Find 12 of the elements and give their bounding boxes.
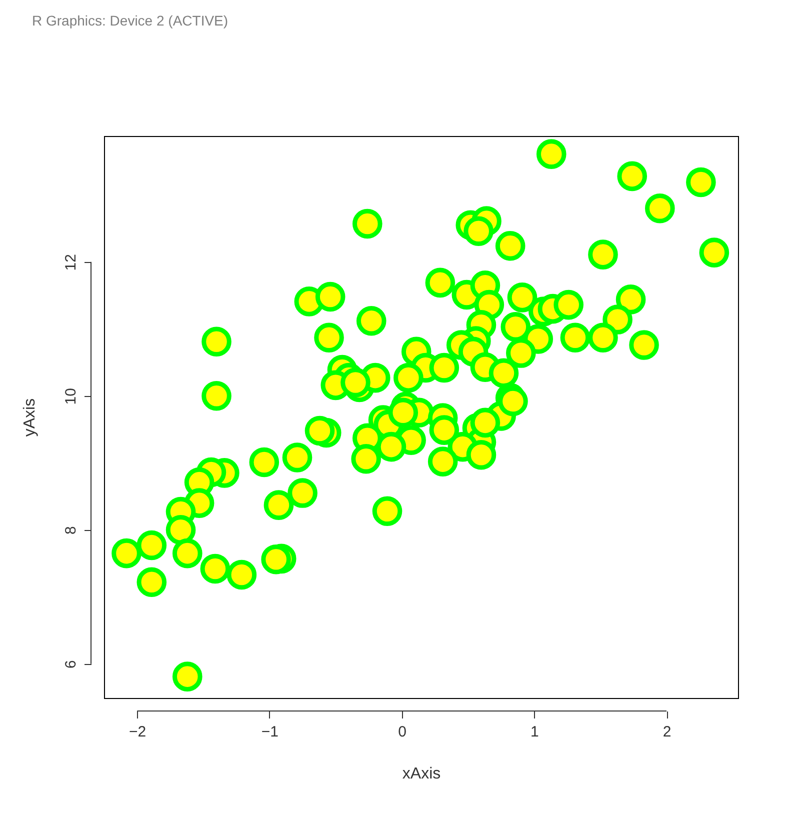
x-tick-label: 2 bbox=[662, 724, 672, 740]
x-tick-label: 0 bbox=[398, 724, 406, 740]
x-tick-label: −2 bbox=[129, 724, 146, 740]
x-tick-label: 1 bbox=[530, 724, 539, 740]
x-tick-label: −1 bbox=[261, 724, 279, 740]
y-tick-label: 12 bbox=[62, 254, 80, 271]
y-tick-label: 6 bbox=[62, 660, 80, 669]
y-tick-label: 10 bbox=[62, 388, 80, 405]
x-axis-title: xAxis bbox=[402, 766, 441, 782]
y-axis-title: yAxis bbox=[22, 398, 38, 437]
y-tick-label: 8 bbox=[62, 526, 80, 535]
chart-title: R Graphics: Device 2 (ACTIVE) bbox=[32, 12, 228, 28]
